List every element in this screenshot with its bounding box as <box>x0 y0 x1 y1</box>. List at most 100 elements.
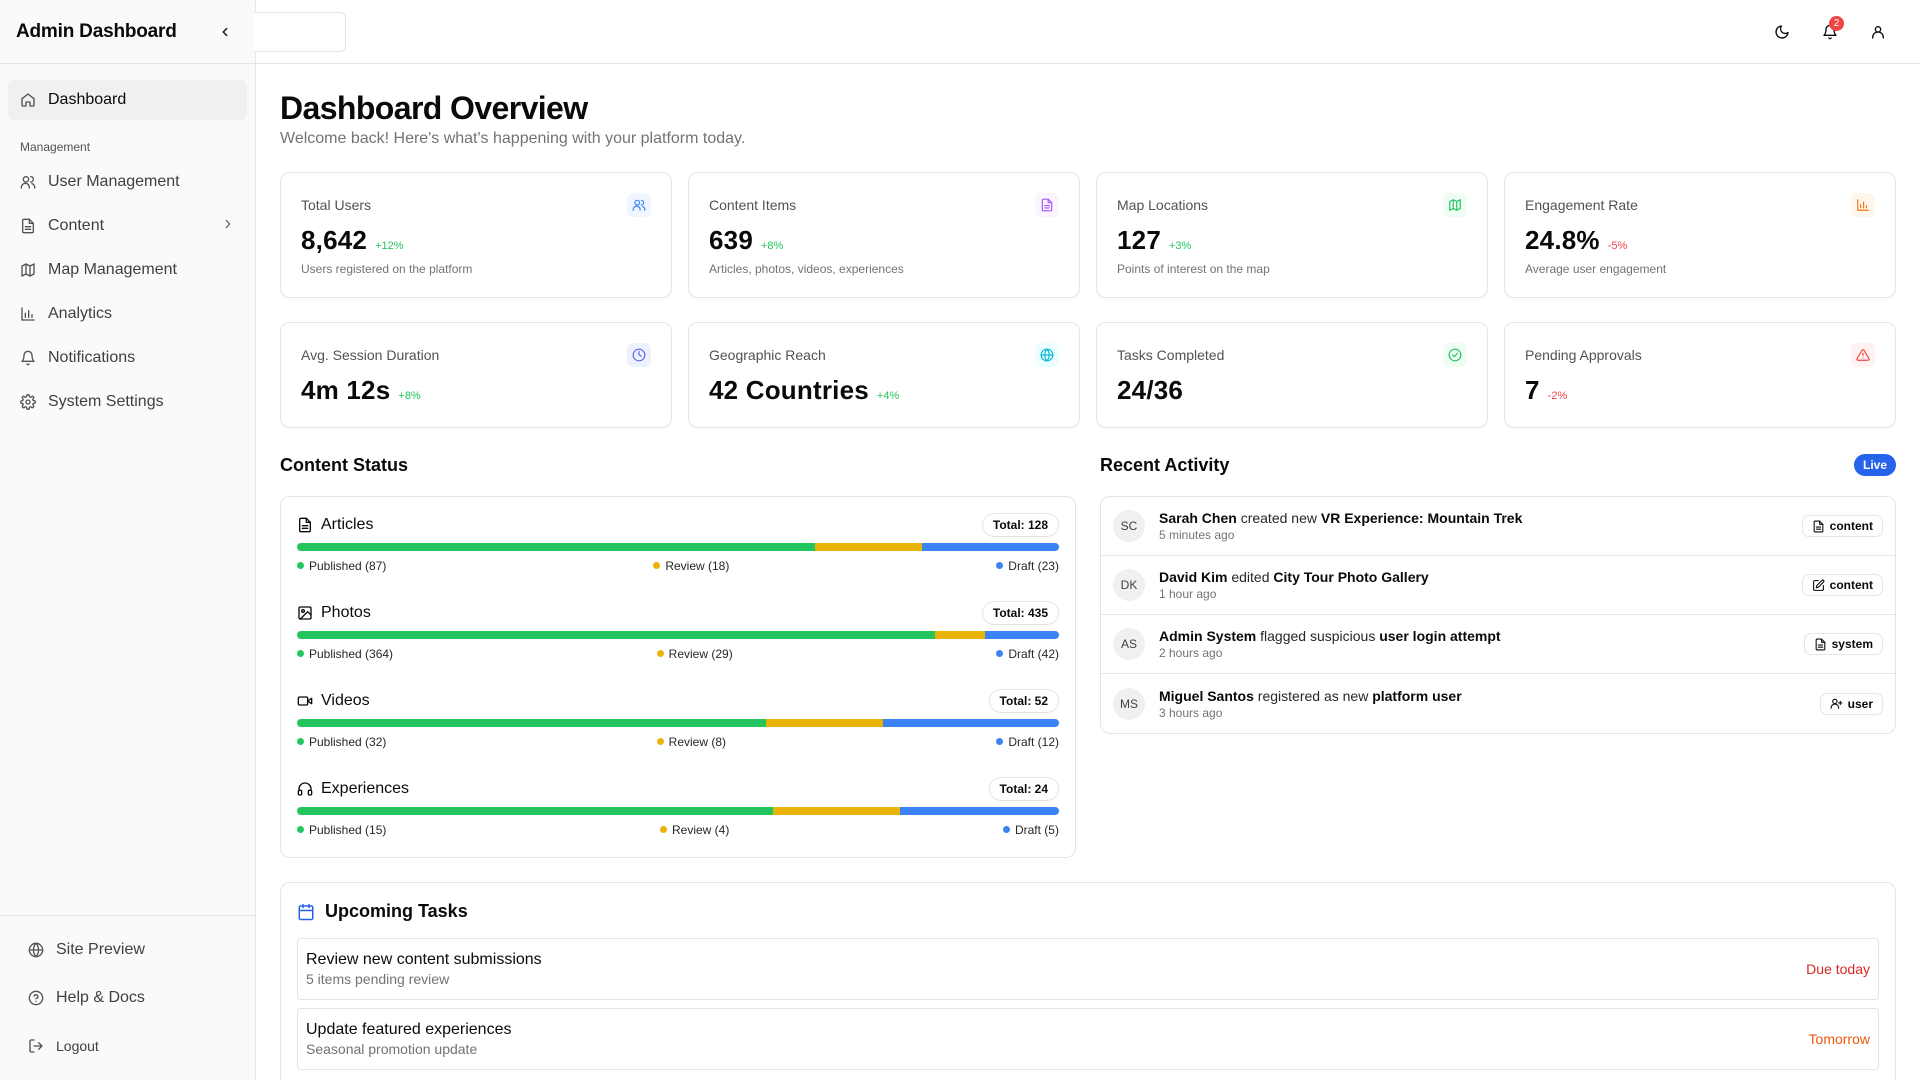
user-icon <box>1872 26 1884 39</box>
content-status-section: Content Status Articles Total: 128 Publi… <box>280 454 1076 858</box>
total-badge: Total: 52 <box>988 689 1059 713</box>
status-block-articles: Articles Total: 128 Published (87) Revie… <box>297 513 1059 585</box>
stat-card-total-users: Total Users 8,642 +12% Users registered o… <box>280 172 672 298</box>
check-circle-icon <box>1443 343 1467 367</box>
stat-delta: +12% <box>375 240 404 252</box>
content-type-name: Photos <box>321 604 371 621</box>
stat-delta: +8% <box>398 390 421 402</box>
home-icon <box>20 92 36 108</box>
legend-published: Published (364) <box>297 647 393 661</box>
activity-tag: content <box>1801 574 1883 596</box>
legend-review: Review (29) <box>656 647 733 661</box>
sidebar-item-label: User Management <box>48 173 180 190</box>
file-icon <box>1035 193 1059 217</box>
user-menu-button[interactable] <box>1860 14 1896 50</box>
sidebar-item-notifications[interactable]: Notifications <box>8 338 247 378</box>
sidebar-item-system-settings[interactable]: System Settings <box>8 382 247 422</box>
section-title: Content Status <box>280 454 408 475</box>
stat-label: Tasks Completed <box>1117 347 1225 363</box>
published-segment <box>297 719 766 727</box>
sidebar-group-label: Management <box>20 140 91 154</box>
theme-toggle-button[interactable] <box>1764 14 1800 50</box>
stat-card-tasks-completed: Tasks Completed 24/36 <box>1096 322 1488 428</box>
avatar: DK <box>1113 569 1145 601</box>
stat-delta: +4% <box>876 390 900 402</box>
bar-chart-icon <box>20 306 36 322</box>
chevron-left-icon <box>222 27 228 36</box>
sidebar: Admin Dashboard Dashboard Management Use… <box>0 0 256 1080</box>
logout-button[interactable]: Logout <box>16 1024 239 1068</box>
stat-value: 8,642 <box>301 225 368 255</box>
notifications-button[interactable]: 2 <box>1812 14 1848 50</box>
sidebar-item-label: Analytics <box>48 305 113 322</box>
stat-value: 24.8% <box>1525 225 1600 255</box>
sidebar-item-dashboard[interactable]: Dashboard <box>8 80 247 120</box>
content-type-name: Videos <box>321 692 370 709</box>
draft-segment <box>985 631 1059 639</box>
legend-review: Review (4) <box>660 823 729 837</box>
sidebar-item-user-management[interactable]: User Management <box>8 162 247 202</box>
status-bar <box>297 631 1059 639</box>
stat-value: 4m 12s <box>301 375 391 405</box>
sidebar-nav: Dashboard Management User Management Con… <box>0 64 255 422</box>
review-segment <box>765 719 884 727</box>
user-plus-icon <box>1830 697 1843 710</box>
sidebar-header: Admin Dashboard <box>0 0 255 64</box>
logout-icon <box>28 1038 44 1054</box>
task-due: Due today <box>1806 961 1870 977</box>
help-docs-link[interactable]: Help & Docs <box>16 976 239 1020</box>
stat-value: 42 Countries <box>709 375 869 405</box>
app-title: Admin Dashboard <box>16 20 177 42</box>
activity-item[interactable]: SC Sarah Chen created new VR Experience:… <box>1101 497 1895 556</box>
stat-delta: -5% <box>1607 240 1628 252</box>
legend-draft: Draft (12) <box>996 735 1059 749</box>
file-icon <box>20 218 36 234</box>
draft-segment <box>922 543 1059 551</box>
bell-icon <box>20 350 36 366</box>
stat-card-pending-approvals: Pending Approvals 7 -2% <box>1504 322 1896 428</box>
map-icon <box>20 262 36 278</box>
stat-label: Geographic Reach <box>709 347 826 363</box>
stat-delta: +8% <box>760 240 784 252</box>
sidebar-item-label: Site Preview <box>56 941 145 958</box>
site-preview-link[interactable]: Site Preview <box>16 928 239 972</box>
task-item[interactable]: Review new content submissions 5 items p… <box>297 938 1879 1000</box>
sidebar-item-label: Dashboard <box>48 91 127 108</box>
alert-triangle-icon <box>1851 343 1875 367</box>
status-bar <box>297 543 1059 551</box>
sidebar-item-analytics[interactable]: Analytics <box>8 294 247 334</box>
stat-label: Pending Approvals <box>1525 347 1642 363</box>
published-segment <box>297 631 935 639</box>
activity-item[interactable]: DK David Kim edited City Tour Photo Gall… <box>1101 556 1895 615</box>
edit-icon <box>1812 579 1825 592</box>
activity-list: SC Sarah Chen created new VR Experience:… <box>1100 496 1896 734</box>
bar-chart-icon <box>1851 193 1875 217</box>
task-item[interactable]: Update featured experiences Seasonal pro… <box>297 1008 1879 1070</box>
status-bar <box>297 719 1059 727</box>
published-segment <box>297 543 815 551</box>
search-box[interactable] <box>254 11 346 52</box>
task-description: Seasonal promotion update <box>306 1041 478 1057</box>
content-type-name: Experiences <box>321 780 410 797</box>
sidebar-item-label: Notifications <box>48 349 136 366</box>
stat-label: Map Locations <box>1117 197 1209 213</box>
total-badge: Total: 128 <box>981 513 1059 537</box>
search-input[interactable] <box>254 12 345 51</box>
activity-time: 3 hours ago <box>1159 705 1223 720</box>
sidebar-item-label: System Settings <box>48 393 164 410</box>
main-content: Dashboard Overview Welcome back! Here's … <box>280 64 1896 1080</box>
stat-value: 127 <box>1117 225 1161 255</box>
status-bar <box>297 807 1059 815</box>
file-icon <box>1814 638 1827 651</box>
sidebar-item-content[interactable]: Content <box>8 206 247 246</box>
content-type-name: Articles <box>321 516 374 533</box>
headset-icon <box>297 781 313 797</box>
legend-published: Published (87) <box>297 559 386 573</box>
sidebar-item-map-management[interactable]: Map Management <box>8 250 247 290</box>
activity-item[interactable]: MS Miguel Santos registered as new platf… <box>1101 674 1895 733</box>
activity-item[interactable]: AS Admin System flagged suspicious user … <box>1101 615 1895 674</box>
globe-icon <box>1035 343 1059 367</box>
collapse-sidebar-button[interactable] <box>211 18 239 46</box>
globe-icon <box>28 942 44 958</box>
gear-icon <box>20 394 36 410</box>
